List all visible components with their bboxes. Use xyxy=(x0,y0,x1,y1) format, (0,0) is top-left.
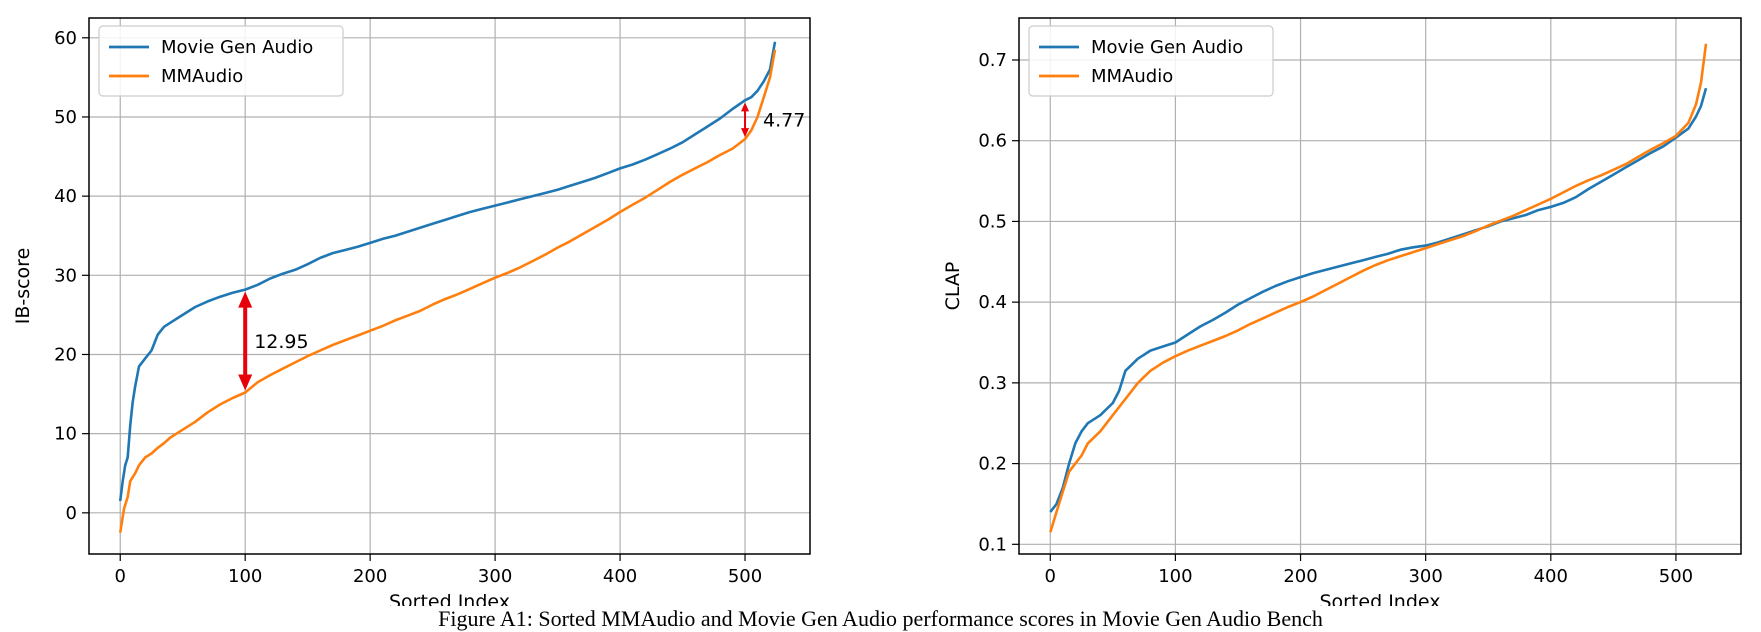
x-tick-label: 400 xyxy=(603,566,637,587)
x-tick-label: 500 xyxy=(1659,566,1693,587)
x-tick-label: 200 xyxy=(353,566,387,587)
y-tick-label: 0.4 xyxy=(978,292,1007,313)
series-line-mmaudio xyxy=(118,49,777,533)
figure-caption: Figure A1: Sorted MMAudio and Movie Gen … xyxy=(438,606,1323,631)
annotation-arrow-head-up xyxy=(238,291,253,308)
y-tick-label: 30 xyxy=(54,265,77,286)
y-tick-label: 50 xyxy=(54,107,77,128)
legend-box xyxy=(98,25,344,97)
x-tick-label: 100 xyxy=(1158,566,1192,587)
y-tick-label: 0.6 xyxy=(978,131,1007,152)
legend-label: MMAudio xyxy=(161,66,243,87)
y-tick-label: 20 xyxy=(54,344,77,365)
x-tick-label: 0 xyxy=(1045,566,1056,587)
x-tick-label: 200 xyxy=(1283,566,1317,587)
y-axis-label: CLAP xyxy=(942,262,964,311)
x-axis-label: Sorted Index xyxy=(1319,591,1440,606)
x-tick-label: 300 xyxy=(1408,566,1442,587)
legend-label: Movie Gen Audio xyxy=(1091,37,1243,58)
annotation-arrow-head-down xyxy=(741,128,750,138)
x-tick-label: 500 xyxy=(728,566,762,587)
figure: 0 100 200 300 400 500 0 10 20 30 40 50 60 12.95 4.77 So… xyxy=(12,17,1742,606)
y-tick-label: 0.2 xyxy=(978,454,1007,475)
plot-frame xyxy=(88,17,811,555)
legend-box xyxy=(1028,25,1274,97)
y-tick-label: 10 xyxy=(54,424,77,445)
annotation-arrow-head-down xyxy=(238,374,253,391)
y-tick-label: 0.5 xyxy=(978,211,1007,232)
legend: Movie Gen Audio MMAudio xyxy=(98,25,344,97)
y-tick-label: 0.1 xyxy=(978,534,1007,555)
y-tick-label: 0.3 xyxy=(978,373,1007,394)
plot-frame xyxy=(1018,17,1742,555)
series-line-movie-gen-audio xyxy=(1049,87,1708,513)
chart-panel-2: 0 100 200 300 400 500 0.1 0.2 0.3 0.4 0.5 0.6 0.7 Sor… xyxy=(942,17,1742,606)
annotation-label: 12.95 xyxy=(254,331,308,353)
legend: Movie Gen Audio MMAudio xyxy=(1028,25,1274,97)
chart-panel-1: 0 100 200 300 400 500 0 10 20 30 40 50 60 12.95 4.77 So… xyxy=(12,17,811,606)
x-tick-label: 400 xyxy=(1534,566,1568,587)
annotation-arrow-head-up xyxy=(741,102,750,112)
legend-label: Movie Gen Audio xyxy=(161,37,313,58)
y-tick-label: 60 xyxy=(54,28,77,49)
y-axis-label: IB-score xyxy=(12,248,34,325)
y-tick-label: 0.7 xyxy=(978,50,1007,71)
legend-label: MMAudio xyxy=(1091,66,1173,87)
series-line-movie-gen-audio xyxy=(118,41,777,502)
y-tick-label: 0 xyxy=(66,503,77,524)
x-tick-label: 100 xyxy=(228,566,262,587)
annotation-label: 4.77 xyxy=(763,110,805,132)
y-tick-label: 40 xyxy=(54,186,77,207)
x-tick-label: 300 xyxy=(478,566,512,587)
x-tick-label: 0 xyxy=(115,566,126,587)
x-axis-label: Sorted Index xyxy=(389,591,510,606)
series-line-mmaudio xyxy=(1049,43,1708,533)
